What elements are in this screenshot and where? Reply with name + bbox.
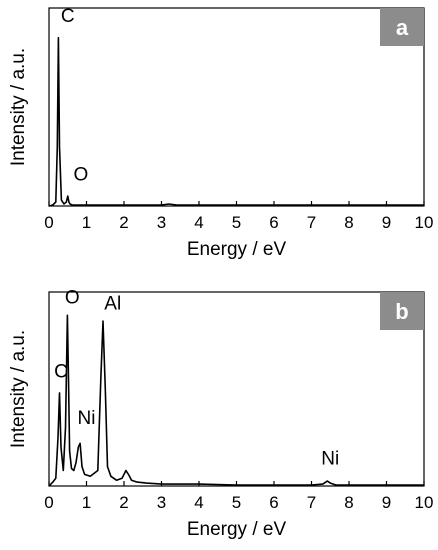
panel-a-x-tick-label: 9: [382, 213, 391, 232]
panel-a-peak-label-c: C: [61, 6, 75, 27]
panel-a-x-tick-label: 8: [344, 213, 353, 232]
panel-a-x-tick-label: 7: [307, 213, 316, 232]
panel-b-x-tick-label: 1: [82, 493, 91, 512]
panel-b-x-tick-label: 0: [44, 493, 53, 512]
panel-b-badge-label: b: [395, 299, 408, 324]
panel-a-x-tick-label: 10: [415, 213, 434, 232]
panel-a-peak-label-o: O: [73, 164, 88, 185]
panel-a-x-tick-label: 1: [82, 213, 91, 232]
panel-b-peak-label-ni: Ni: [78, 408, 96, 429]
panel-a-x-tick-label: 0: [44, 213, 53, 232]
panel-b-x-tick-label: 2: [119, 493, 128, 512]
panel-b-x-tick-label: 10: [415, 493, 434, 512]
panel-b-x-tick-label: 4: [194, 493, 203, 512]
panel-a-x-tick-label: 4: [194, 213, 203, 232]
panel-a-x-tick-label: 2: [119, 213, 128, 232]
panel-b-x-tick-label: 9: [382, 493, 391, 512]
panel-b-x-tick-label: 8: [344, 493, 353, 512]
panel-b-peak-label-o: O: [65, 288, 80, 309]
panel-a-badge-label: a: [396, 15, 409, 40]
panel-b-x-tick-label: 3: [157, 493, 166, 512]
panel-a-x-tick-label: 5: [232, 213, 241, 232]
panel-b-y-axis-label: Intensity / a.u.: [8, 330, 29, 448]
panel-b-x-tick-label: 6: [269, 493, 278, 512]
panel-b-peak-label-c: C: [54, 361, 68, 382]
panel-b-x-tick-label: 7: [307, 493, 316, 512]
panel-b-x-axis-label: Energy / eV: [187, 519, 287, 540]
panel-a-plot-frame: [48, 7, 425, 207]
panel-a-y-axis-label: Intensity / a.u.: [8, 48, 29, 166]
panel-a-x-axis-label: Energy / eV: [187, 239, 287, 260]
panel-a-x-tick-label: 6: [269, 213, 278, 232]
panel-b-spectrum-line-0: [48, 314, 424, 487]
panel-b-peak-label-al: Al: [104, 293, 121, 314]
panel-b-x-tick-label: 5: [232, 493, 241, 512]
panel-a-badge: [380, 8, 424, 46]
panel-a-x-tick-label: 3: [157, 213, 166, 232]
panel-b-badge: [380, 292, 424, 330]
panel-b-peak-label-ni: Ni: [321, 449, 339, 470]
panel-a-spectrum-line-0: [48, 36, 424, 207]
